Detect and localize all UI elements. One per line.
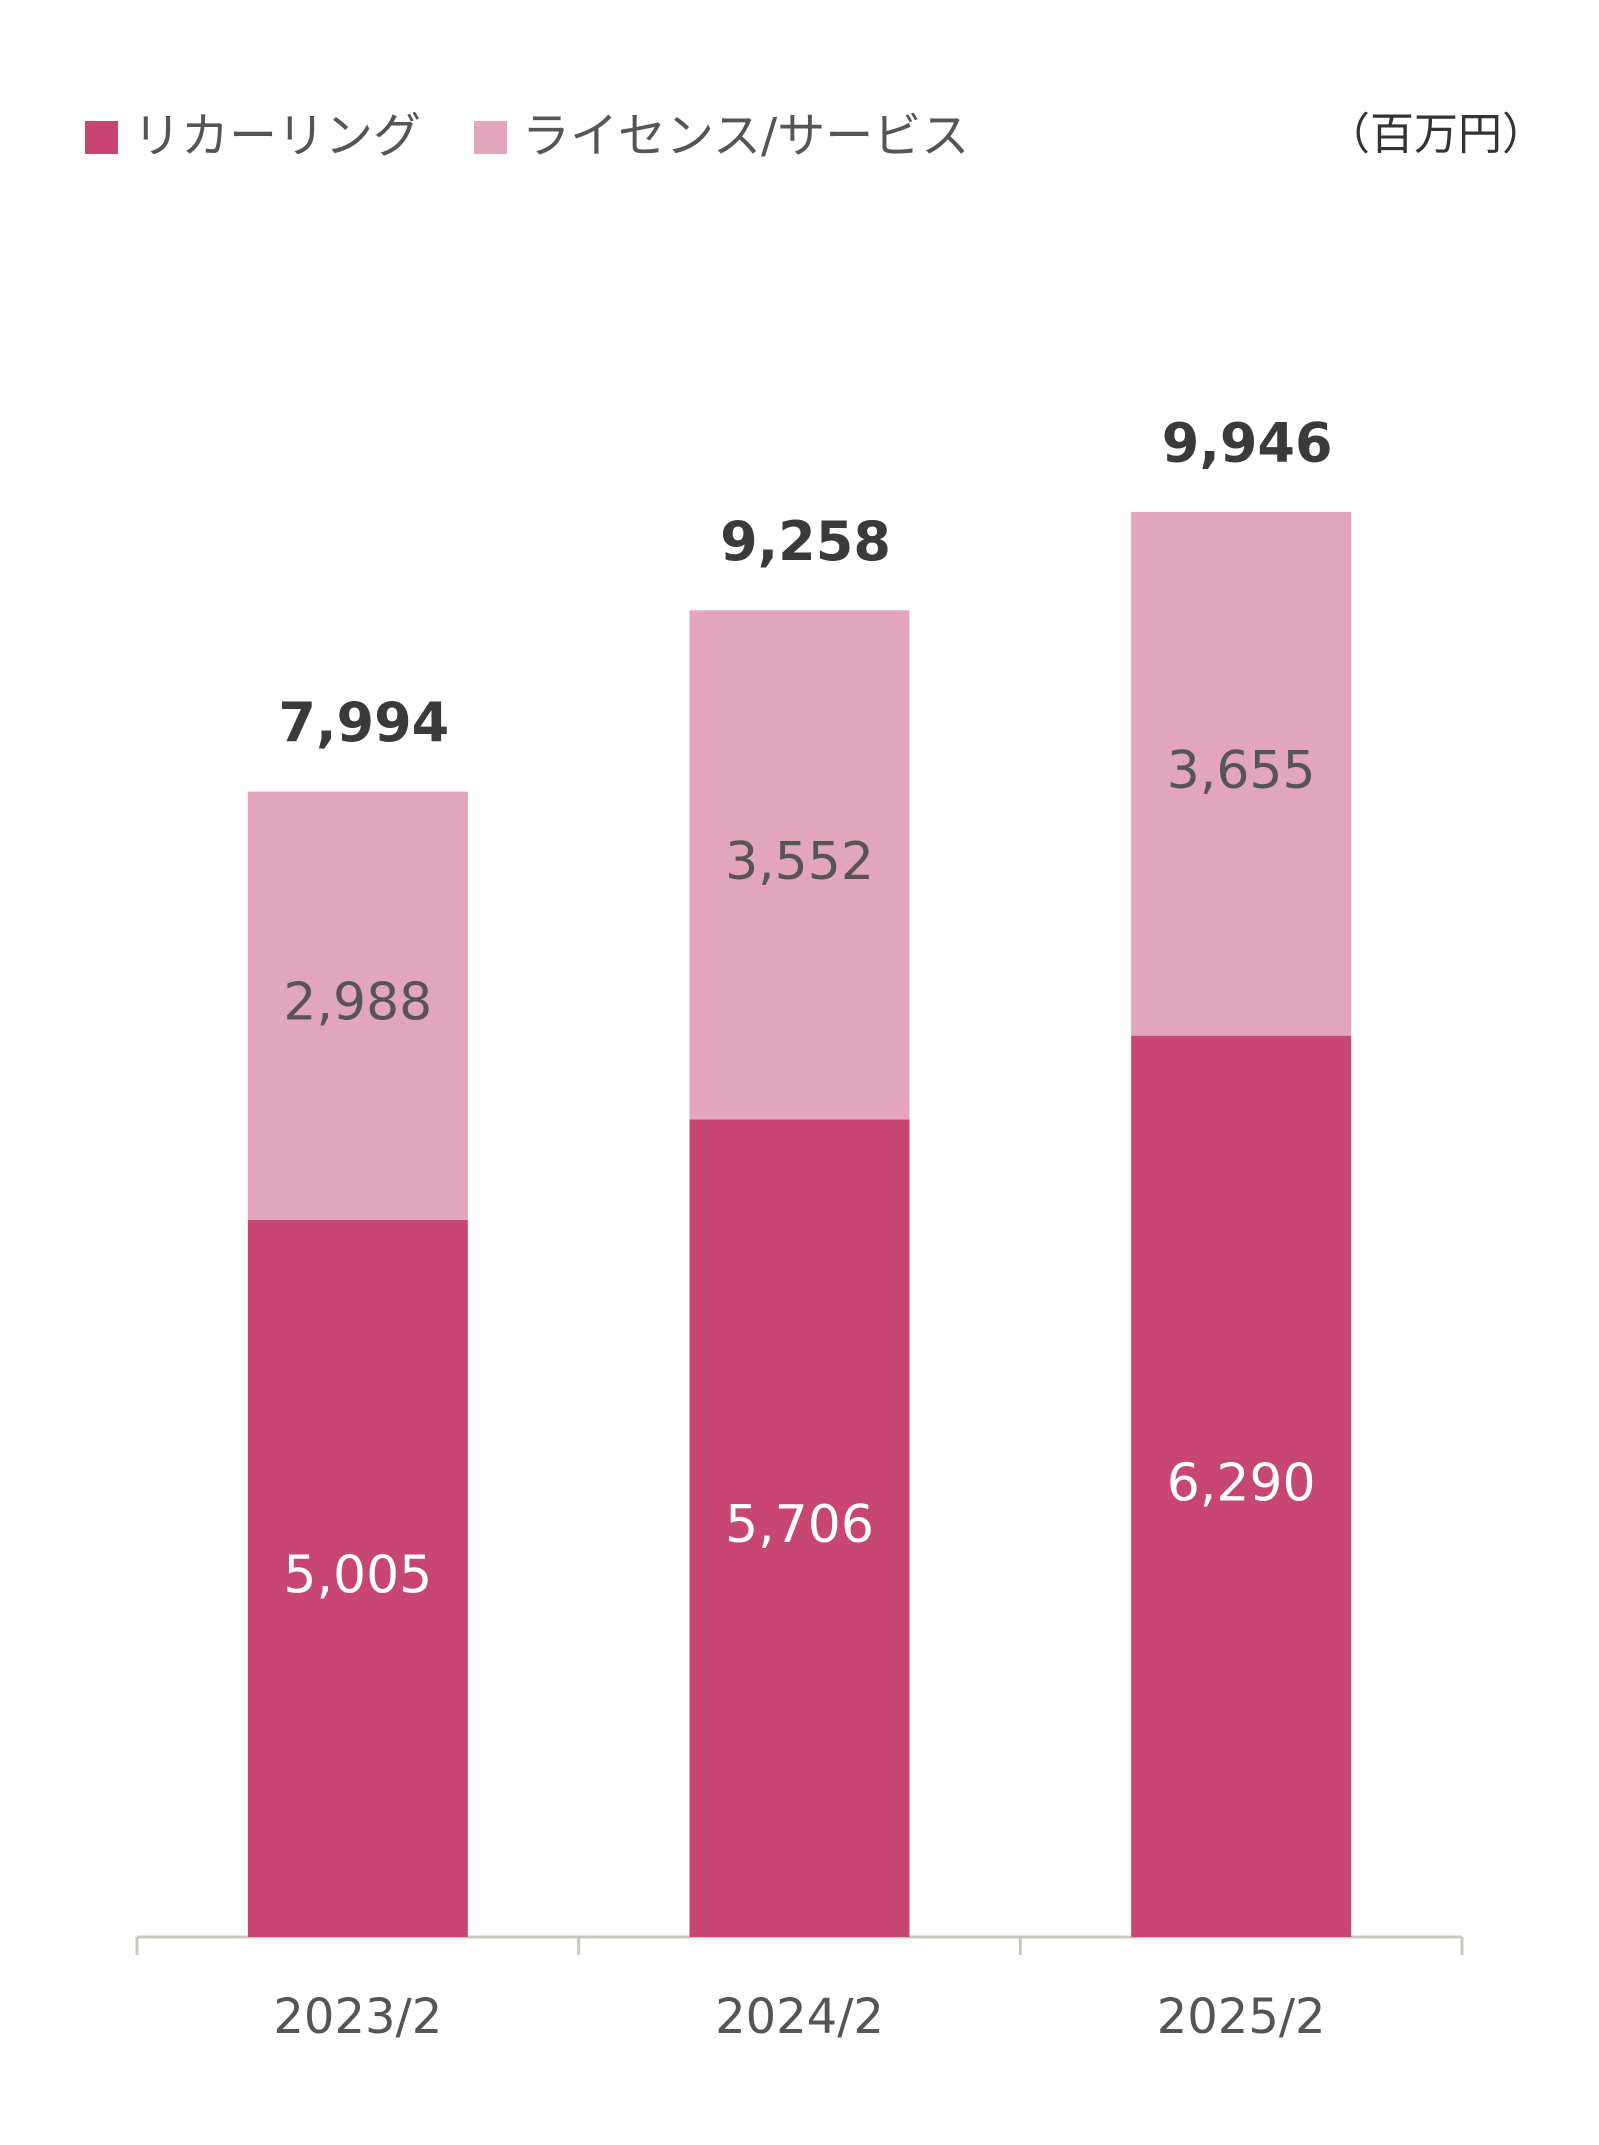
value-label: 5,706 <box>725 1495 874 1555</box>
total-label: 7,994 <box>278 691 449 754</box>
bar-segment <box>689 610 910 1120</box>
total-label: 9,258 <box>720 510 891 573</box>
legend-label: ライセンス/サービス <box>522 108 969 164</box>
value-label: 3,552 <box>725 832 874 892</box>
value-label: 5,005 <box>283 1545 432 1605</box>
x-tick-label: 2025/2 <box>1157 1989 1326 2045</box>
total-label: 9,946 <box>1162 411 1333 474</box>
unit-label: （百万円） <box>1326 109 1546 160</box>
legend-label: リカーリング <box>133 108 421 164</box>
bar-segment <box>247 791 468 1220</box>
bar-segment <box>1131 1035 1352 1937</box>
x-tick-label: 2024/2 <box>715 1989 884 2045</box>
value-label: 6,290 <box>1167 1453 1316 1513</box>
bar-segment <box>247 1219 468 1937</box>
value-label: 3,655 <box>1167 741 1316 801</box>
legend-swatch <box>474 121 507 154</box>
legend-swatch <box>85 121 118 154</box>
bar-segment <box>689 1119 910 1937</box>
value-label: 2,988 <box>283 973 432 1033</box>
x-tick-label: 2023/2 <box>273 1989 442 2045</box>
bar-segment <box>1131 511 1352 1036</box>
